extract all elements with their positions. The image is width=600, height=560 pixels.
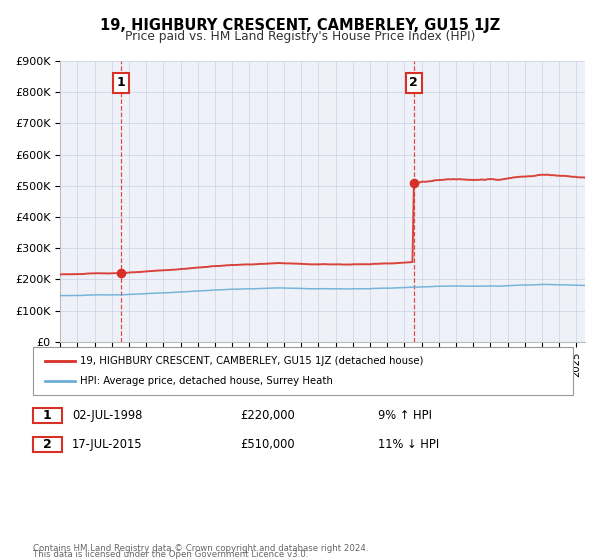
Text: 17-JUL-2015: 17-JUL-2015 [72, 438, 143, 451]
Text: 9% ↑ HPI: 9% ↑ HPI [378, 409, 432, 422]
Point [116, 269, 126, 278]
Text: 11% ↓ HPI: 11% ↓ HPI [378, 438, 439, 451]
Text: This data is licensed under the Open Government Licence v3.0.: This data is licensed under the Open Gov… [33, 550, 308, 559]
Text: Price paid vs. HM Land Registry's House Price Index (HPI): Price paid vs. HM Land Registry's House … [125, 30, 475, 43]
Point [409, 178, 418, 187]
Text: HPI: Average price, detached house, Surrey Heath: HPI: Average price, detached house, Surr… [80, 376, 332, 386]
Text: 1: 1 [43, 409, 52, 422]
Text: 02-JUL-1998: 02-JUL-1998 [72, 409, 142, 422]
Text: 19, HIGHBURY CRESCENT, CAMBERLEY, GU15 1JZ (detached house): 19, HIGHBURY CRESCENT, CAMBERLEY, GU15 1… [80, 357, 424, 366]
Text: 1: 1 [117, 76, 125, 90]
Text: £510,000: £510,000 [240, 438, 295, 451]
Text: Contains HM Land Registry data © Crown copyright and database right 2024.: Contains HM Land Registry data © Crown c… [33, 544, 368, 553]
Text: £220,000: £220,000 [240, 409, 295, 422]
Text: 19, HIGHBURY CRESCENT, CAMBERLEY, GU15 1JZ: 19, HIGHBURY CRESCENT, CAMBERLEY, GU15 1… [100, 18, 500, 34]
Text: 2: 2 [409, 76, 418, 90]
Text: 2: 2 [43, 438, 52, 451]
